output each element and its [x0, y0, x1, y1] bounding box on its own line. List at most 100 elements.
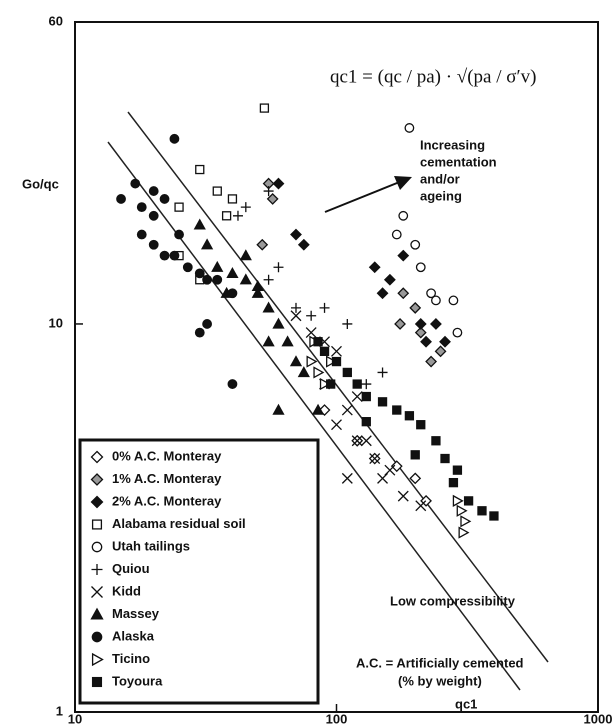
point	[452, 465, 463, 475]
point	[376, 287, 389, 300]
point	[331, 345, 342, 357]
point	[148, 239, 159, 250]
point	[256, 238, 269, 251]
point	[384, 464, 396, 476]
legend-marker	[91, 676, 103, 688]
point	[425, 355, 438, 368]
legend-label: Massey	[112, 606, 160, 621]
point	[391, 229, 402, 240]
legend-label: Quiou	[112, 561, 150, 576]
point	[297, 366, 310, 378]
y-tick-label: 1	[56, 703, 63, 718]
point	[239, 273, 252, 285]
point	[297, 238, 310, 251]
legend-label: 0% A.C. Monteray	[112, 448, 222, 463]
point	[240, 202, 251, 213]
point	[409, 301, 422, 314]
point	[136, 229, 147, 240]
point	[397, 287, 410, 300]
point	[426, 288, 436, 299]
point	[130, 178, 141, 189]
point	[266, 193, 279, 205]
point	[331, 356, 342, 367]
legend-label: Alabama residual soil	[112, 516, 246, 531]
legend-label: 1% A.C. Monteray	[112, 471, 222, 486]
legend-label: 2% A.C. Monteray	[112, 493, 222, 508]
annotation: ageing	[420, 188, 462, 203]
point	[311, 403, 325, 415]
point	[392, 405, 402, 415]
point	[341, 404, 353, 416]
point	[259, 103, 270, 113]
point	[361, 417, 371, 427]
point	[414, 318, 427, 330]
point	[251, 286, 264, 298]
point	[272, 403, 285, 415]
point	[211, 260, 224, 272]
point	[397, 490, 409, 502]
legend-marker	[90, 473, 104, 486]
legend-marker	[91, 586, 103, 598]
point	[202, 319, 212, 329]
point	[212, 274, 223, 285]
arrow-head	[394, 176, 412, 190]
point	[290, 310, 302, 322]
point	[200, 238, 214, 250]
upper-bound-line	[127, 111, 549, 663]
legend-marker	[90, 495, 104, 509]
point	[319, 377, 331, 391]
point	[489, 511, 499, 521]
point	[251, 280, 264, 292]
point	[263, 274, 274, 285]
point	[410, 450, 420, 460]
point	[404, 411, 415, 421]
point	[289, 355, 303, 367]
point	[319, 302, 330, 313]
point	[227, 288, 238, 299]
point	[232, 210, 243, 221]
point	[159, 194, 170, 204]
arrow-shaft	[324, 180, 403, 213]
point	[456, 504, 468, 517]
point	[448, 295, 459, 306]
point	[262, 301, 275, 313]
point	[227, 194, 238, 204]
legend-marker	[91, 519, 103, 530]
point	[416, 420, 426, 430]
point	[360, 435, 372, 447]
legend-label: Toyoura	[112, 673, 163, 688]
point	[377, 397, 388, 407]
legend-marker	[91, 631, 103, 643]
point	[272, 317, 285, 329]
point	[319, 346, 330, 356]
y-tick-label: 10	[49, 315, 63, 330]
point	[361, 379, 372, 390]
point	[263, 186, 274, 197]
point	[182, 262, 193, 273]
point	[368, 261, 381, 274]
point	[409, 472, 422, 485]
point	[326, 379, 336, 389]
point	[262, 335, 275, 347]
point	[351, 391, 363, 403]
y-axis-label: Go/qc	[22, 176, 59, 191]
point	[431, 295, 441, 306]
point	[116, 194, 126, 204]
point	[194, 327, 205, 338]
annotation: Low compressibility	[390, 593, 516, 608]
point	[226, 267, 239, 279]
legend-marker	[90, 450, 104, 464]
point	[169, 250, 180, 261]
legend-label: Ticino	[112, 651, 150, 666]
point	[221, 211, 232, 221]
point	[159, 250, 170, 261]
point	[458, 526, 470, 539]
point	[430, 318, 442, 330]
point	[434, 345, 447, 358]
point	[351, 435, 363, 447]
legend-marker	[90, 607, 104, 620]
point	[414, 326, 427, 339]
point	[331, 419, 342, 431]
point	[174, 202, 184, 212]
point	[383, 273, 396, 286]
